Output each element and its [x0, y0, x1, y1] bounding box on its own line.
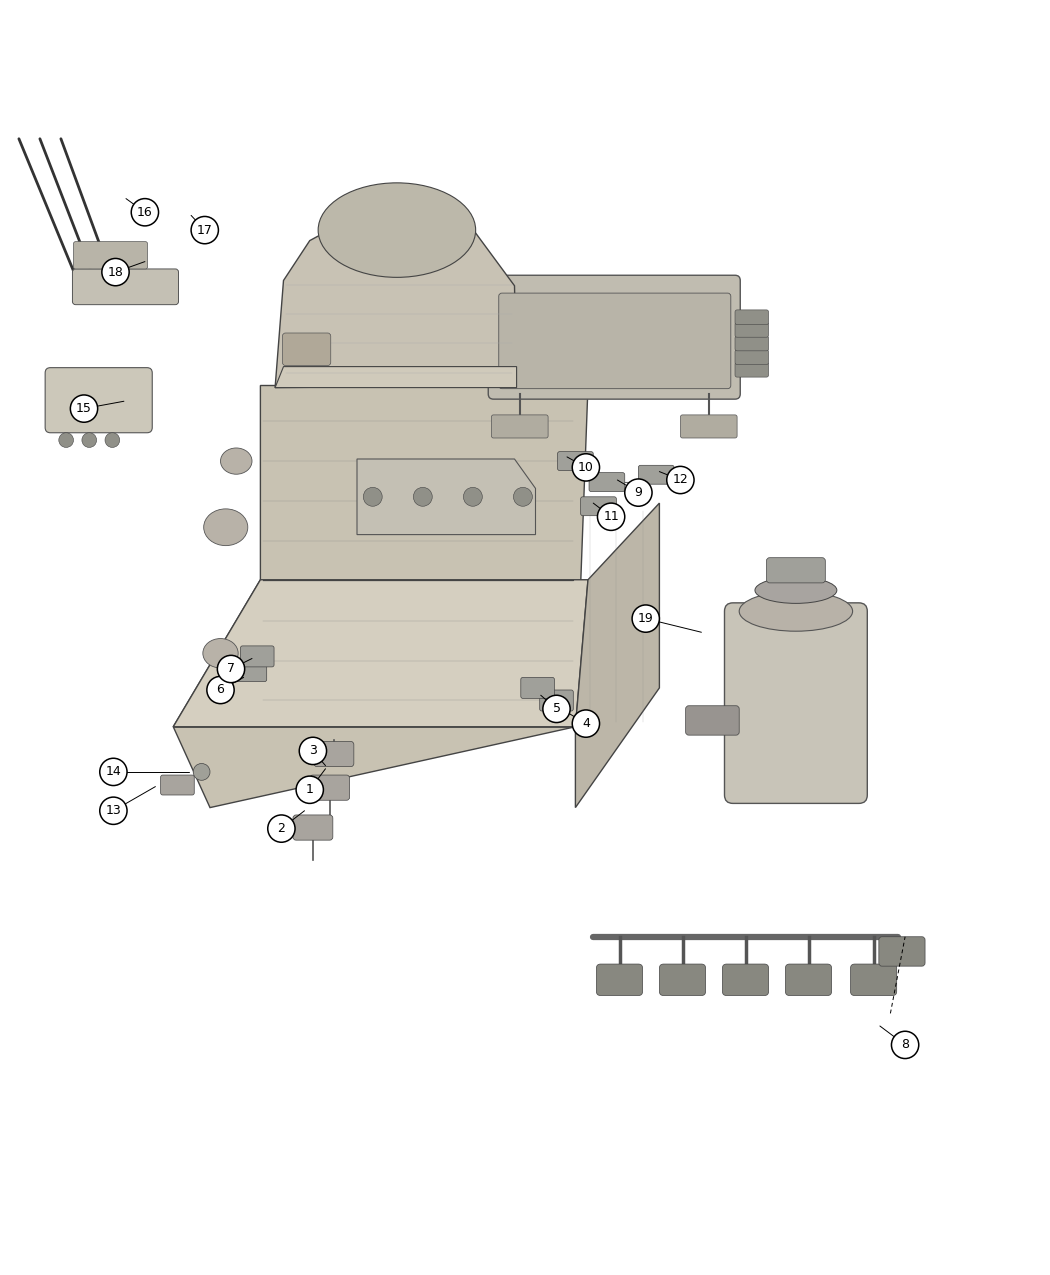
Circle shape — [193, 764, 210, 780]
Circle shape — [543, 695, 570, 723]
FancyBboxPatch shape — [680, 414, 737, 439]
Text: 6: 6 — [216, 683, 225, 696]
FancyBboxPatch shape — [45, 367, 152, 432]
Circle shape — [70, 395, 98, 422]
Circle shape — [268, 815, 295, 843]
FancyBboxPatch shape — [540, 690, 573, 711]
Circle shape — [414, 487, 433, 506]
Text: 3: 3 — [309, 745, 317, 757]
Circle shape — [667, 467, 694, 493]
Text: 14: 14 — [105, 765, 122, 779]
Text: 13: 13 — [105, 805, 122, 817]
Polygon shape — [357, 459, 536, 534]
Text: 8: 8 — [901, 1038, 909, 1052]
Text: 1: 1 — [306, 783, 314, 797]
FancyBboxPatch shape — [735, 323, 769, 337]
FancyBboxPatch shape — [293, 815, 333, 840]
FancyBboxPatch shape — [735, 310, 769, 325]
Polygon shape — [275, 205, 517, 388]
Circle shape — [572, 710, 600, 737]
Circle shape — [572, 454, 600, 481]
FancyBboxPatch shape — [161, 775, 194, 796]
Circle shape — [299, 737, 327, 765]
Circle shape — [207, 676, 234, 704]
FancyBboxPatch shape — [596, 964, 643, 996]
Circle shape — [597, 504, 625, 530]
Circle shape — [100, 797, 127, 825]
Text: 5: 5 — [552, 703, 561, 715]
FancyBboxPatch shape — [724, 603, 867, 803]
Circle shape — [191, 217, 218, 244]
FancyBboxPatch shape — [240, 646, 274, 667]
FancyBboxPatch shape — [735, 349, 769, 365]
Circle shape — [463, 487, 482, 506]
Circle shape — [102, 259, 129, 286]
Ellipse shape — [755, 578, 837, 603]
FancyBboxPatch shape — [282, 333, 331, 366]
FancyBboxPatch shape — [785, 964, 832, 996]
Circle shape — [105, 432, 120, 448]
FancyBboxPatch shape — [558, 451, 593, 470]
FancyBboxPatch shape — [314, 742, 354, 766]
Circle shape — [82, 432, 97, 448]
Text: 16: 16 — [136, 205, 153, 219]
FancyBboxPatch shape — [722, 964, 769, 996]
FancyBboxPatch shape — [488, 275, 740, 399]
Ellipse shape — [739, 592, 853, 631]
Circle shape — [59, 432, 74, 448]
Ellipse shape — [204, 509, 248, 546]
Circle shape — [100, 759, 127, 785]
Text: 10: 10 — [578, 460, 594, 474]
FancyBboxPatch shape — [581, 497, 616, 515]
Polygon shape — [275, 367, 517, 388]
FancyBboxPatch shape — [233, 660, 267, 682]
FancyBboxPatch shape — [879, 937, 925, 966]
Circle shape — [625, 479, 652, 506]
Circle shape — [296, 776, 323, 803]
Ellipse shape — [318, 182, 476, 278]
Text: 9: 9 — [634, 486, 643, 499]
Text: 15: 15 — [76, 402, 92, 416]
Circle shape — [217, 655, 245, 682]
FancyBboxPatch shape — [735, 337, 769, 351]
FancyBboxPatch shape — [72, 269, 178, 305]
Ellipse shape — [203, 639, 238, 668]
FancyBboxPatch shape — [74, 242, 147, 269]
Ellipse shape — [220, 448, 252, 474]
Circle shape — [632, 604, 659, 632]
FancyBboxPatch shape — [659, 964, 706, 996]
Text: 2: 2 — [277, 822, 286, 835]
FancyBboxPatch shape — [491, 414, 548, 439]
FancyBboxPatch shape — [766, 557, 825, 583]
Text: 7: 7 — [227, 663, 235, 676]
FancyBboxPatch shape — [735, 362, 769, 377]
Text: 17: 17 — [196, 223, 213, 237]
FancyBboxPatch shape — [589, 473, 625, 492]
Text: 4: 4 — [582, 717, 590, 731]
FancyBboxPatch shape — [686, 706, 739, 736]
Polygon shape — [173, 385, 588, 807]
Polygon shape — [575, 504, 659, 807]
FancyBboxPatch shape — [499, 293, 731, 389]
Circle shape — [513, 487, 532, 506]
Circle shape — [363, 487, 382, 506]
Text: 12: 12 — [672, 473, 689, 487]
Circle shape — [891, 1031, 919, 1058]
Polygon shape — [173, 580, 588, 727]
Text: 18: 18 — [107, 265, 124, 279]
FancyBboxPatch shape — [521, 677, 554, 699]
FancyBboxPatch shape — [638, 465, 674, 484]
FancyBboxPatch shape — [850, 964, 897, 996]
Text: 11: 11 — [603, 510, 618, 523]
Circle shape — [131, 199, 159, 226]
FancyBboxPatch shape — [310, 775, 350, 801]
Text: 19: 19 — [638, 612, 653, 625]
